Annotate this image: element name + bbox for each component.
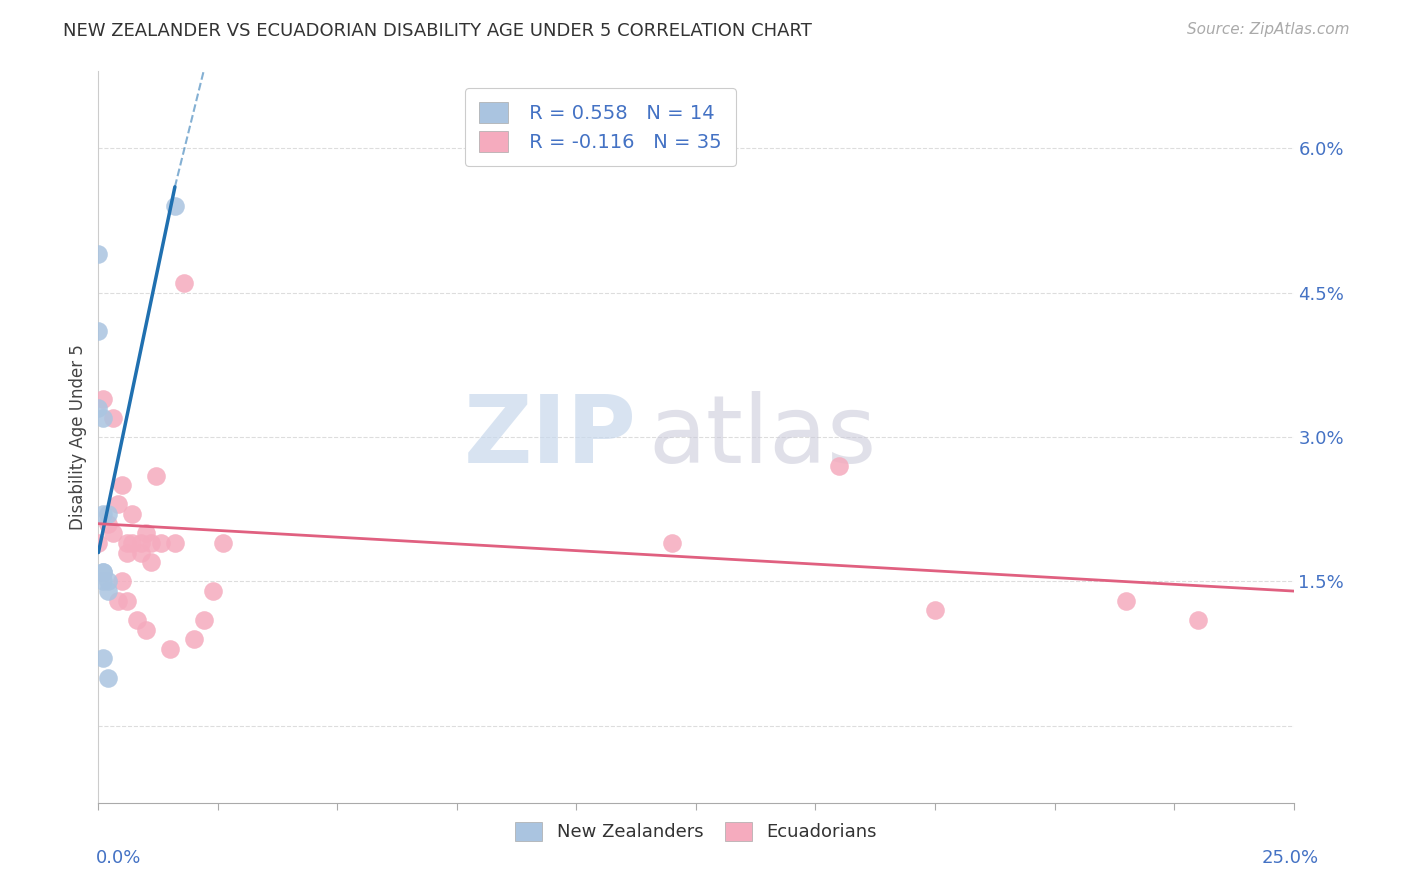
Point (125, 613, 148, 627)
Point (115, 545, 138, 559)
Point (135, 623, 157, 637)
Point (924, 603, 946, 617)
Point (91, 507, 114, 521)
Text: 0.0%: 0.0% (96, 849, 141, 867)
Point (101, 526, 124, 541)
Point (163, 536, 186, 550)
Point (131, 545, 153, 559)
Point (193, 613, 215, 627)
Point (111, 574, 134, 589)
Point (149, 536, 172, 550)
Point (87, 536, 110, 550)
Point (115, 536, 138, 550)
Point (91, 565, 114, 579)
Legend: New Zealanders, Ecuadorians: New Zealanders, Ecuadorians (508, 814, 884, 848)
Text: ZIP: ZIP (464, 391, 637, 483)
Point (1187, 613, 1209, 627)
Point (97, 574, 120, 589)
Point (91, 651, 114, 665)
Point (107, 593, 129, 607)
Point (87, 247, 110, 261)
Point (97, 507, 120, 521)
Point (87, 401, 110, 416)
Point (139, 555, 162, 569)
Point (159, 641, 181, 656)
Point (145, 468, 167, 483)
Point (97, 516, 120, 531)
Point (183, 632, 205, 647)
Text: Source: ZipAtlas.com: Source: ZipAtlas.com (1187, 22, 1350, 37)
Point (91, 574, 114, 589)
Point (211, 536, 233, 550)
Point (111, 478, 134, 492)
Point (107, 498, 129, 512)
Point (173, 276, 195, 290)
Text: 25.0%: 25.0% (1261, 849, 1319, 867)
Point (202, 584, 225, 599)
Point (139, 536, 162, 550)
Point (115, 593, 138, 607)
Point (163, 199, 186, 213)
Point (101, 410, 124, 425)
Point (135, 526, 157, 541)
Point (91, 565, 114, 579)
Text: NEW ZEALANDER VS ECUADORIAN DISABILITY AGE UNDER 5 CORRELATION CHART: NEW ZEALANDER VS ECUADORIAN DISABILITY A… (63, 22, 813, 40)
Point (87, 324, 110, 338)
Text: atlas: atlas (648, 391, 876, 483)
Point (661, 536, 683, 550)
Point (121, 507, 143, 521)
Point (97, 671, 120, 685)
Point (91, 392, 114, 406)
Point (97, 584, 120, 599)
Point (91, 410, 114, 425)
Point (828, 458, 851, 473)
Point (121, 536, 143, 550)
Y-axis label: Disability Age Under 5: Disability Age Under 5 (69, 344, 87, 530)
Point (1115, 593, 1137, 607)
Point (131, 536, 153, 550)
